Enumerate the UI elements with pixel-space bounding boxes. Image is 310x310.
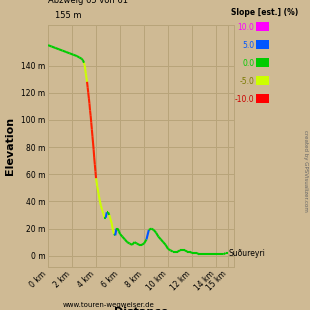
Text: Suðureyri: Suðureyri — [229, 249, 266, 258]
Text: 155 m: 155 m — [55, 11, 81, 20]
Text: created by GPSVisualizer.com: created by GPSVisualizer.com — [303, 130, 308, 211]
Text: -10.0: -10.0 — [235, 95, 254, 104]
Text: 10.0: 10.0 — [237, 23, 254, 32]
Text: 0.0: 0.0 — [242, 59, 254, 68]
X-axis label: Distance: Distance — [114, 307, 168, 310]
Y-axis label: Elevation: Elevation — [6, 117, 16, 175]
Text: Abzweig 65 von 61: Abzweig 65 von 61 — [48, 0, 128, 6]
Text: -5.0: -5.0 — [239, 77, 254, 86]
Text: Slope [est.] (%): Slope [est.] (%) — [231, 8, 298, 17]
Text: 5.0: 5.0 — [242, 41, 254, 50]
Text: www.touren-wegweiser.de: www.touren-wegweiser.de — [63, 303, 154, 308]
